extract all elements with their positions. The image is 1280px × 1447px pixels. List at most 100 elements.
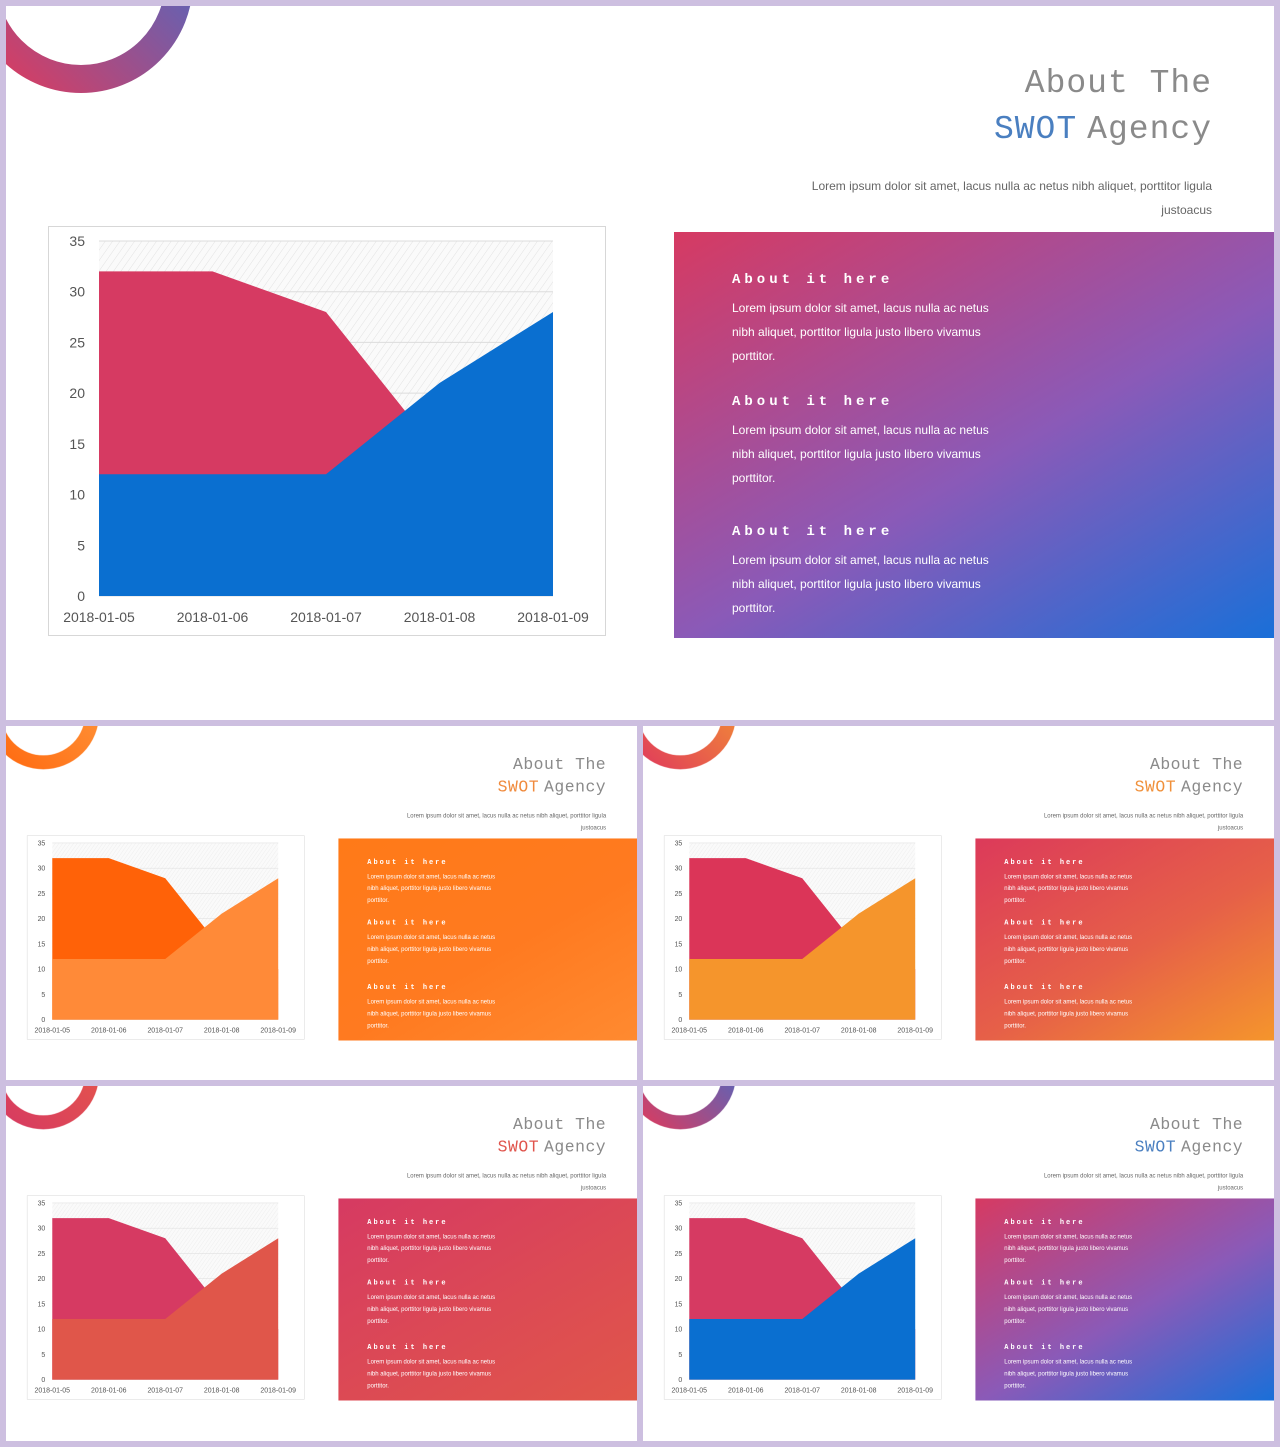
- title-swot: SWOT: [1134, 1138, 1177, 1157]
- panel-item-body: Lorem ipsum dolor sit amet, lacus nulla …: [367, 998, 496, 1030]
- slide-5[interactable]: About The SWOT Agency Lorem ipsum dolor sit…: [643, 1086, 1274, 1441]
- x-tick-label: 2018-01-06: [728, 1388, 764, 1395]
- y-tick-label: 15: [38, 1301, 46, 1308]
- y-tick-label: 5: [41, 1352, 45, 1359]
- panel-item-2: About it here Lorem ipsum dolor sit amet,…: [1004, 919, 1143, 967]
- panel-item-body: Lorem ipsum dolor sit amet, lacus nulla …: [732, 553, 989, 615]
- panel-item-2: About it here Lorem ipsum dolor sit amet,…: [367, 1279, 506, 1327]
- y-tick-label: 30: [38, 1226, 46, 1233]
- subtitle: Lorem ipsum dolor sit amet, lacus nulla …: [406, 812, 607, 832]
- panel-item-2: About it here Lorem ipsum dolor sit amet,…: [1004, 1279, 1143, 1327]
- panel-item-body: Lorem ipsum dolor sit amet, lacus nulla …: [1004, 1232, 1133, 1264]
- title-line-2: SWOT Agency: [498, 1136, 607, 1159]
- panel-item-1: About it here Lorem ipsum dolor sit amet,…: [1004, 1218, 1143, 1266]
- x-tick-label: 2018-01-05: [63, 609, 135, 625]
- info-panel: About it here Lorem ipsum dolor sit amet,…: [975, 1198, 1274, 1401]
- panel-item-body: Lorem ipsum dolor sit amet, lacus nulla …: [367, 933, 496, 965]
- panel-item-body: Lorem ipsum dolor sit amet, lacus nulla …: [1004, 933, 1133, 965]
- panel-item-title: About it here: [367, 858, 448, 867]
- y-tick-label: 20: [675, 916, 683, 923]
- y-tick-label: 30: [675, 1226, 683, 1233]
- area-chart: 0 5 10 15 20 25 30 35 2018-01-05 2018-01-06 2018-0…: [48, 226, 606, 636]
- panel-item-title: About it here: [367, 983, 448, 992]
- x-tick-label: 2018-01-09: [517, 609, 589, 625]
- x-tick-label: 2018-01-06: [91, 1028, 127, 1035]
- y-tick-label: 25: [38, 891, 46, 898]
- x-tick-label: 2018-01-05: [34, 1028, 70, 1035]
- area-chart: 0 5 10 15 20 25 30 35 2018-01-05 2018-01-06 2018-0…: [26, 1195, 305, 1400]
- x-tick-label: 2018-01-09: [897, 1388, 933, 1395]
- y-tick-label: 15: [675, 1301, 683, 1308]
- y-tick-label: 35: [675, 1200, 683, 1207]
- title-swot: SWOT: [497, 1138, 540, 1157]
- y-tick-label: 30: [38, 866, 46, 873]
- y-tick-label: 20: [38, 916, 46, 923]
- panel-item-title: About it here: [367, 919, 448, 928]
- ring-decoration-icon: [6, 6, 191, 93]
- y-tick-label: 0: [678, 1377, 682, 1384]
- y-tick-label: 35: [675, 840, 683, 847]
- panel-item-title: About it here: [732, 272, 894, 288]
- x-tick-label: 2018-01-07: [147, 1028, 183, 1035]
- area-series-1: [689, 878, 916, 1020]
- y-tick-label: 0: [678, 1017, 682, 1024]
- subtitle: Lorem ipsum dolor sit amet, lacus nulla …: [406, 1172, 607, 1192]
- x-tick-label: 2018-01-08: [204, 1028, 240, 1035]
- panel-item-title: About it here: [1004, 858, 1085, 867]
- y-tick-label: 15: [38, 941, 46, 948]
- x-tick-label: 2018-01-08: [204, 1388, 240, 1395]
- x-tick-label: 2018-01-06: [177, 609, 249, 625]
- y-tick-label: 0: [41, 1017, 45, 1024]
- x-tick-label: 2018-01-08: [841, 1388, 877, 1395]
- y-tick-label: 5: [77, 537, 85, 553]
- area-chart: 0 5 10 15 20 25 30 35 2018-01-05 2018-01-06 2018-0…: [663, 835, 942, 1040]
- panel-item-title: About it here: [1004, 919, 1085, 928]
- subtitle: Lorem ipsum dolor sit amet, lacus nulla …: [811, 179, 1212, 217]
- panel-item-title: About it here: [1004, 983, 1085, 992]
- slide-1[interactable]: About The SWOT Agency Lorem ipsum dolor sit…: [6, 6, 1274, 720]
- y-tick-label: 0: [77, 588, 85, 604]
- y-tick-label: 35: [38, 840, 46, 847]
- y-tick-label: 10: [38, 1327, 46, 1334]
- panel-item-3: About it here Lorem ipsum dolor sit amet,…: [732, 524, 1012, 620]
- info-panel: About it here Lorem ipsum dolor sit amet,…: [674, 232, 1274, 638]
- y-tick-label: 25: [38, 1251, 46, 1258]
- y-tick-label: 30: [69, 284, 85, 300]
- panel-item-body: Lorem ipsum dolor sit amet, lacus nulla …: [367, 1232, 496, 1264]
- title-line-1: About The: [512, 1115, 607, 1134]
- y-tick-label: 10: [38, 967, 46, 974]
- panel-item-body: Lorem ipsum dolor sit amet, lacus nulla …: [732, 301, 989, 363]
- title-line-2: SWOT Agency: [1135, 1136, 1244, 1159]
- slide-title: About The SWOT Agency: [498, 1113, 607, 1159]
- panel-item-body: Lorem ipsum dolor sit amet, lacus nulla …: [1004, 1293, 1133, 1325]
- y-tick-label: 10: [69, 487, 85, 503]
- slide-4[interactable]: About The SWOT Agency Lorem ipsum dolor sit…: [6, 1086, 637, 1441]
- panel-item-1: About it here Lorem ipsum dolor sit amet,…: [367, 858, 506, 906]
- panel-item-3: About it here Lorem ipsum dolor sit amet,…: [1004, 1344, 1143, 1392]
- panel-item-2: About it here Lorem ipsum dolor sit amet,…: [732, 394, 1012, 490]
- slide-2[interactable]: About The SWOT Agency Lorem ipsum dolor sit…: [6, 726, 637, 1080]
- title-agency: Agency: [544, 1138, 607, 1157]
- panel-item-1: About it here Lorem ipsum dolor sit amet,…: [732, 272, 1012, 368]
- title-swot: SWOT: [993, 111, 1078, 148]
- title-agency: Agency: [1181, 778, 1244, 797]
- title-swot: SWOT: [1134, 778, 1177, 797]
- panel-item-title: About it here: [1004, 1218, 1085, 1227]
- area-chart: 0 5 10 15 20 25 30 35 2018-01-05 2018-01-06 2018-0…: [663, 1195, 942, 1400]
- x-tick-label: 2018-01-06: [728, 1028, 764, 1035]
- panel-item-body: Lorem ipsum dolor sit amet, lacus nulla …: [367, 1293, 496, 1325]
- title-line-1: About The: [1149, 755, 1244, 774]
- title-line-1: About The: [512, 755, 607, 774]
- x-tick-label: 2018-01-05: [671, 1388, 707, 1395]
- info-panel: About it here Lorem ipsum dolor sit amet,…: [975, 838, 1274, 1041]
- y-tick-label: 15: [675, 941, 683, 948]
- y-tick-label: 5: [678, 1352, 682, 1359]
- title-line-2: SWOT Agency: [1135, 776, 1244, 799]
- title-line-1: About The: [1024, 65, 1212, 102]
- slide-title: About The SWOT Agency: [1135, 753, 1244, 799]
- panel-item-body: Lorem ipsum dolor sit amet, lacus nulla …: [732, 423, 989, 485]
- slide-3[interactable]: About The SWOT Agency Lorem ipsum dolor sit…: [643, 726, 1274, 1080]
- panel-item-body: Lorem ipsum dolor sit amet, lacus nulla …: [1004, 998, 1133, 1030]
- x-tick-label: 2018-01-06: [91, 1388, 127, 1395]
- x-tick-label: 2018-01-08: [841, 1028, 877, 1035]
